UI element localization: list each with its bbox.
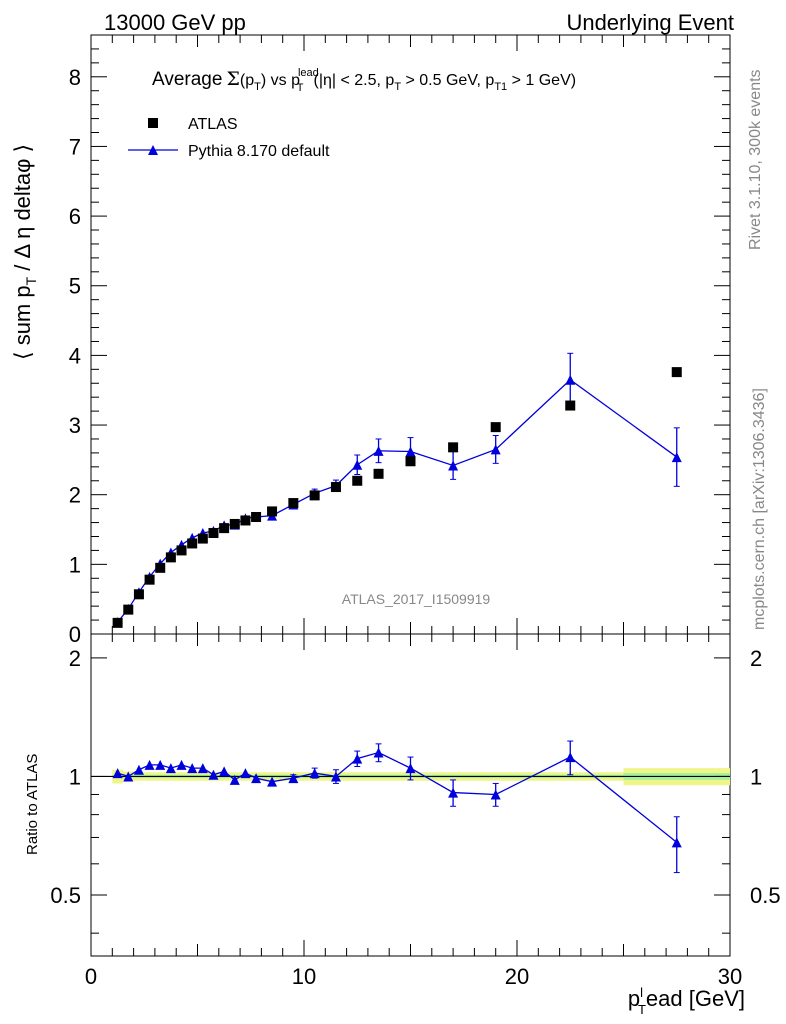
ratio-ytick-label-right: 0.5 bbox=[750, 883, 781, 908]
xtick-label: 0 bbox=[85, 964, 97, 989]
legend-label-pythia: Pythia 8.170 default bbox=[188, 143, 330, 160]
atlas-point bbox=[155, 562, 166, 573]
pythia-point-ratio bbox=[187, 763, 198, 774]
ratio-ytick-label-left: 0.5 bbox=[50, 883, 81, 908]
pythia-point-main bbox=[448, 460, 459, 471]
pythia-point-ratio bbox=[671, 837, 682, 848]
pythia-point-ratio bbox=[112, 768, 123, 779]
pythia-point-ratio bbox=[219, 766, 230, 777]
atlas-point bbox=[352, 475, 363, 486]
atlas-point bbox=[112, 617, 123, 628]
atlas-point bbox=[373, 468, 384, 479]
ratio-axis-ticks: 0.5 0.51 12 20 10 20 30 bbox=[50, 634, 781, 989]
pythia-point-ratio bbox=[197, 763, 208, 774]
main-ytick-label: 2 bbox=[69, 483, 81, 508]
atlas-point bbox=[671, 367, 682, 378]
atlas-point bbox=[229, 518, 240, 529]
pythia-point-ratio bbox=[288, 773, 299, 784]
atlas-point bbox=[133, 589, 144, 600]
header-left: 13000 GeV pp bbox=[104, 10, 246, 35]
main-ylabel: ⟨ sum pT / Δ η deltaφ ⟩ bbox=[10, 144, 39, 360]
main-ytick-label: 4 bbox=[69, 343, 81, 368]
atlas-point bbox=[251, 511, 262, 522]
rivet-label: Rivet 3.1.10, 300k events bbox=[747, 69, 764, 250]
pythia-line-main bbox=[117, 378, 678, 623]
atlas-point bbox=[330, 482, 341, 493]
pythia-point-ratio bbox=[208, 769, 219, 780]
pythia-point-ratio bbox=[155, 759, 166, 770]
pythia-point-ratio bbox=[330, 771, 341, 782]
ratio-ytick-label-right: 2 bbox=[750, 646, 762, 671]
atlas-point bbox=[565, 400, 576, 411]
main-title: Average Σ(pT) vs plead T (|η| < 2.5, pT > 0… bbox=[152, 67, 576, 94]
main-ytick-label: 3 bbox=[69, 413, 81, 438]
xtick-label: 30 bbox=[718, 964, 742, 989]
ratio-frame bbox=[90, 633, 731, 957]
atlas-point bbox=[490, 422, 501, 433]
legend-marker-pythia bbox=[148, 145, 158, 155]
pythia-point-ratio bbox=[133, 764, 144, 775]
atlas-point bbox=[240, 515, 251, 526]
legend-marker-atlas bbox=[148, 118, 158, 128]
pythia-point-ratio bbox=[229, 774, 240, 785]
pythia-point-main bbox=[671, 452, 682, 463]
pythia-series-ratio bbox=[112, 740, 682, 874]
ratio-ylabel: Ratio to ATLAS bbox=[24, 754, 41, 855]
pythia-point-ratio bbox=[176, 759, 187, 770]
atlas-point bbox=[208, 528, 219, 539]
pythia-point-ratio bbox=[251, 773, 262, 784]
pythia-point-main bbox=[373, 445, 384, 456]
atlas-point bbox=[288, 498, 299, 509]
main-frame bbox=[90, 34, 731, 635]
header-right: Underlying Event bbox=[566, 10, 734, 35]
pythia-point-main bbox=[352, 459, 363, 470]
main-ytick-label: 0 bbox=[69, 622, 81, 647]
atlas-point bbox=[197, 533, 208, 544]
pythia-series-main bbox=[112, 352, 682, 628]
pythia-point-ratio bbox=[240, 768, 251, 779]
xtick-label: 10 bbox=[292, 964, 316, 989]
pythia-point-ratio bbox=[373, 747, 384, 758]
main-ytick-label: 8 bbox=[69, 65, 81, 90]
atlas-point bbox=[448, 442, 459, 453]
atlas-series-main bbox=[112, 367, 682, 628]
atlas-point bbox=[405, 456, 416, 467]
mcplots-label: mcplots.cern.ch [arXiv:1306.3436] bbox=[751, 388, 768, 630]
atlas-point bbox=[267, 506, 278, 517]
atlas-point bbox=[165, 552, 176, 563]
atlas-point bbox=[219, 523, 230, 534]
atlas-point bbox=[144, 574, 155, 585]
pythia-point-ratio bbox=[448, 787, 459, 798]
atlas-point bbox=[123, 604, 134, 615]
legend-label-atlas: ATLAS bbox=[188, 116, 238, 133]
main-ytick-label: 6 bbox=[69, 204, 81, 229]
main-ytick-label: 7 bbox=[69, 134, 81, 159]
pythia-point-ratio bbox=[405, 763, 416, 774]
pythia-point-ratio bbox=[267, 776, 278, 787]
xtick-label: 20 bbox=[505, 964, 529, 989]
pythia-point-ratio bbox=[352, 753, 363, 764]
main-axis-ticks: 0 1 2 3 4 5 6 7 8 bbox=[69, 34, 731, 647]
ratio-ytick-label-left: 1 bbox=[69, 764, 81, 789]
pythia-point-ratio bbox=[565, 752, 576, 763]
pythia-point-main bbox=[490, 444, 501, 455]
pythia-point-ratio bbox=[490, 789, 501, 800]
ratio-ytick-label-right: 1 bbox=[750, 764, 762, 789]
xlabel: pl Tead [GeV] bbox=[628, 985, 745, 1017]
pythia-point-main bbox=[565, 374, 576, 385]
pythia-point-ratio bbox=[165, 763, 176, 774]
atlas-point bbox=[309, 490, 320, 501]
pythia-point-main bbox=[405, 446, 416, 457]
atlas-point bbox=[176, 545, 187, 556]
pythia-point-ratio bbox=[309, 768, 320, 779]
pythia-point-ratio bbox=[123, 771, 134, 782]
pythia-point-ratio bbox=[144, 759, 155, 770]
ratio-ytick-label-left: 2 bbox=[69, 646, 81, 671]
main-ytick-label: 1 bbox=[69, 552, 81, 577]
atlas-point bbox=[187, 538, 198, 549]
main-ytick-label: 5 bbox=[69, 274, 81, 299]
analysis-watermark: ATLAS_2017_I1509919 bbox=[342, 591, 491, 607]
